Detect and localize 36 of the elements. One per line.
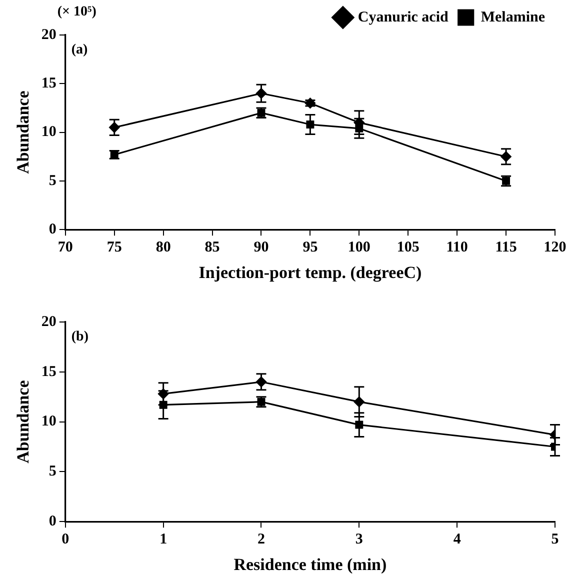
x-tick-label: 110 — [446, 239, 468, 256]
annotation: (b) — [71, 330, 89, 345]
y-tick-label: 15 — [41, 364, 56, 380]
x-tick-label: 3 — [355, 531, 363, 548]
x-tick-label: 80 — [156, 239, 171, 256]
y-tick-label: 5 — [48, 464, 56, 480]
x-tick-label: 5 — [551, 531, 559, 548]
annotation: (a) — [71, 42, 88, 58]
legend-label: Melamine — [480, 9, 546, 26]
y-tick-label: 10 — [41, 124, 56, 140]
y-tick-label: 10 — [41, 414, 56, 430]
y-tick-label: 15 — [41, 76, 56, 92]
x-tick-label: 105 — [396, 239, 420, 256]
x-tick-label: 95 — [302, 239, 318, 256]
x-tick-label: 2 — [257, 531, 265, 548]
text: (× 10⁵) — [57, 4, 97, 20]
x-tick-label: 90 — [254, 239, 269, 256]
x-tick-label: 0 — [62, 531, 70, 548]
x-tick-label: 75 — [106, 239, 122, 256]
y-axis-title: Abundance — [14, 90, 33, 174]
x-tick-label: 120 — [544, 239, 566, 256]
y-tick-label: 5 — [48, 172, 56, 189]
x-tick-label: 4 — [453, 531, 462, 548]
x-tick-label: 85 — [204, 239, 220, 256]
x-tick-label: 115 — [495, 239, 517, 256]
y-tick-label: 20 — [41, 26, 56, 43]
x-axis-title: Residence time (min) — [234, 555, 387, 574]
y-tick-label: 0 — [48, 221, 56, 238]
y-axis-title: Abundance — [14, 380, 33, 464]
legend-label: Cyanuric acid — [358, 9, 450, 26]
y-tick-label: 0 — [48, 513, 56, 530]
x-axis-title: Injection-port temp. (degreeC) — [198, 263, 422, 282]
x-tick-label: 100 — [348, 239, 370, 256]
x-tick-label: 70 — [58, 239, 73, 256]
y-tick-label: 20 — [41, 314, 56, 330]
x-tick-label: 1 — [160, 531, 168, 548]
